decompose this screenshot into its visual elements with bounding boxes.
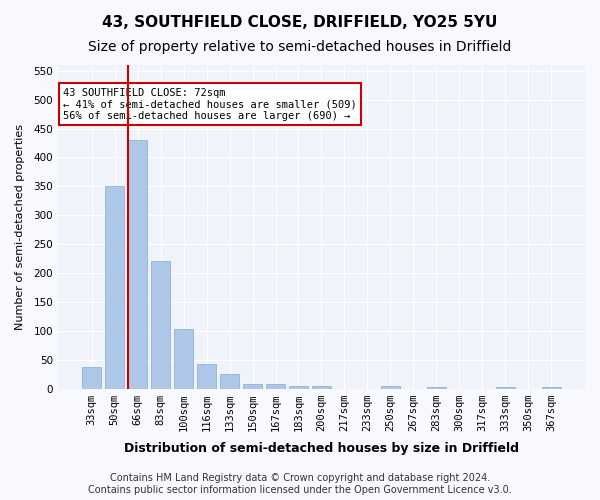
- Bar: [105, 186, 124, 388]
- Bar: [82, 366, 101, 388]
- Bar: [289, 386, 308, 388]
- X-axis label: Distribution of semi-detached houses by size in Driffield: Distribution of semi-detached houses by …: [124, 442, 519, 455]
- Bar: [151, 262, 170, 388]
- Bar: [174, 329, 193, 388]
- Text: Contains HM Land Registry data © Crown copyright and database right 2024.
Contai: Contains HM Land Registry data © Crown c…: [88, 474, 512, 495]
- Text: Size of property relative to semi-detached houses in Driffield: Size of property relative to semi-detach…: [88, 40, 512, 54]
- Bar: [312, 386, 331, 388]
- Bar: [427, 387, 446, 388]
- Bar: [496, 387, 515, 388]
- Bar: [128, 140, 148, 388]
- Bar: [220, 374, 239, 388]
- Text: 43 SOUTHFIELD CLOSE: 72sqm
← 41% of semi-detached houses are smaller (509)
56% o: 43 SOUTHFIELD CLOSE: 72sqm ← 41% of semi…: [63, 88, 357, 121]
- Bar: [380, 386, 400, 388]
- Text: 43, SOUTHFIELD CLOSE, DRIFFIELD, YO25 5YU: 43, SOUTHFIELD CLOSE, DRIFFIELD, YO25 5Y…: [103, 15, 497, 30]
- Bar: [197, 364, 217, 388]
- Bar: [243, 384, 262, 388]
- Y-axis label: Number of semi-detached properties: Number of semi-detached properties: [15, 124, 25, 330]
- Bar: [266, 384, 285, 388]
